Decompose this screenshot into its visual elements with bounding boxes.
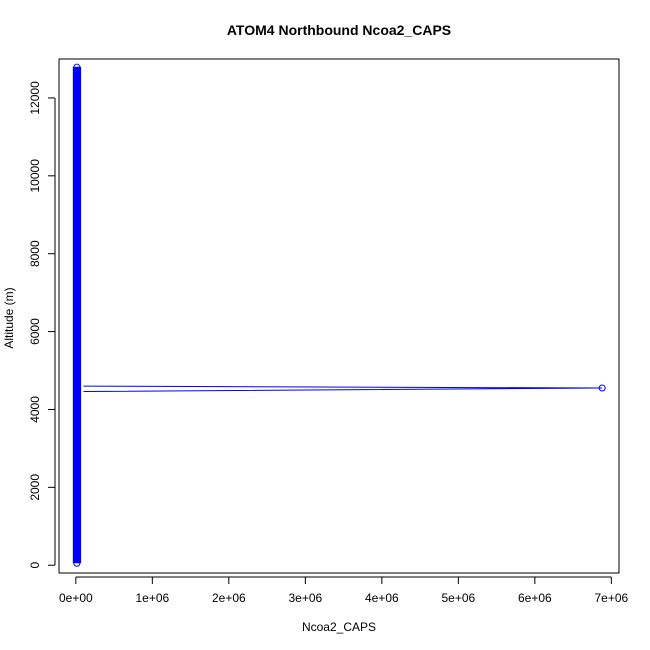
data-point [73,428,81,436]
data-point [73,458,81,466]
data-point [73,549,81,557]
outlier-point [598,384,606,392]
data-point [73,245,81,253]
y-axis: 0 2000 4000 6000 8000 10000 12000 [28,81,56,569]
data-point [73,94,81,102]
data-point [73,195,81,203]
x-tick-label: 5e+06 [441,591,475,605]
data-point [73,559,81,567]
data-point [73,73,81,81]
data-layer [72,63,606,567]
data-point [73,124,81,132]
x-tick-label: 4e+06 [365,591,399,605]
x-tick-label: 2e+06 [212,591,246,605]
x-tick-label: 3e+06 [288,591,322,605]
data-point [73,529,81,537]
x-tick-label: 6e+06 [518,591,552,605]
x-tick-label: 1e+06 [135,591,169,605]
y-axis-label: Altitude (m) [2,287,16,348]
data-point [73,468,81,476]
x-axis-label: Ncoa2_CAPS [302,620,376,634]
data-point [73,154,81,162]
data-point [73,337,81,345]
data-point [73,164,81,172]
data-point [73,215,81,223]
data-point [73,357,81,365]
data-point [73,326,81,334]
data-point [73,144,81,152]
data-point [73,418,81,426]
data-point [73,276,81,284]
data-point [73,438,81,446]
x-axis: 0e+00 1e+06 2e+06 3e+06 4e+06 5e+06 6e+06 7e+06 [59,576,629,605]
data-point [73,347,81,355]
data-point [73,367,81,375]
data-point [73,407,81,415]
y-tick-label: 0 [28,562,42,569]
data-point [73,499,81,507]
data-point [73,63,81,71]
data-point [73,266,81,274]
data-point [73,104,81,112]
data-point [73,478,81,486]
point-cluster [72,66,82,564]
y-tick-label: 6000 [28,318,42,345]
data-point [73,387,81,395]
data-point [73,225,81,233]
data-point [73,83,81,91]
data-point [73,205,81,213]
data-point [73,488,81,496]
data-point [73,235,81,243]
data-point [73,114,81,122]
data-point [73,256,81,264]
data-point [73,377,81,385]
data-point [73,175,81,183]
y-tick-label: 4000 [28,396,42,423]
data-point [73,185,81,193]
plot-frame [58,58,620,574]
y-tick-label: 8000 [28,240,42,267]
x-tick-label: 0e+00 [59,591,93,605]
x-tick-label: 7e+06 [594,591,628,605]
data-point [73,296,81,304]
y-tick-label: 12000 [28,81,42,115]
data-point [73,519,81,527]
y-tick-label: 10000 [28,159,42,193]
data-point [73,448,81,456]
y-tick-label: 2000 [28,474,42,501]
chart-title: ATOM4 Northbound Ncoa2_CAPS [227,22,451,38]
data-point [73,509,81,517]
data-point [73,286,81,294]
series-line [83,385,603,393]
data-point [73,539,81,547]
data-point [73,397,81,405]
data-point [73,134,81,142]
data-point [73,316,81,324]
data-point [73,306,81,314]
